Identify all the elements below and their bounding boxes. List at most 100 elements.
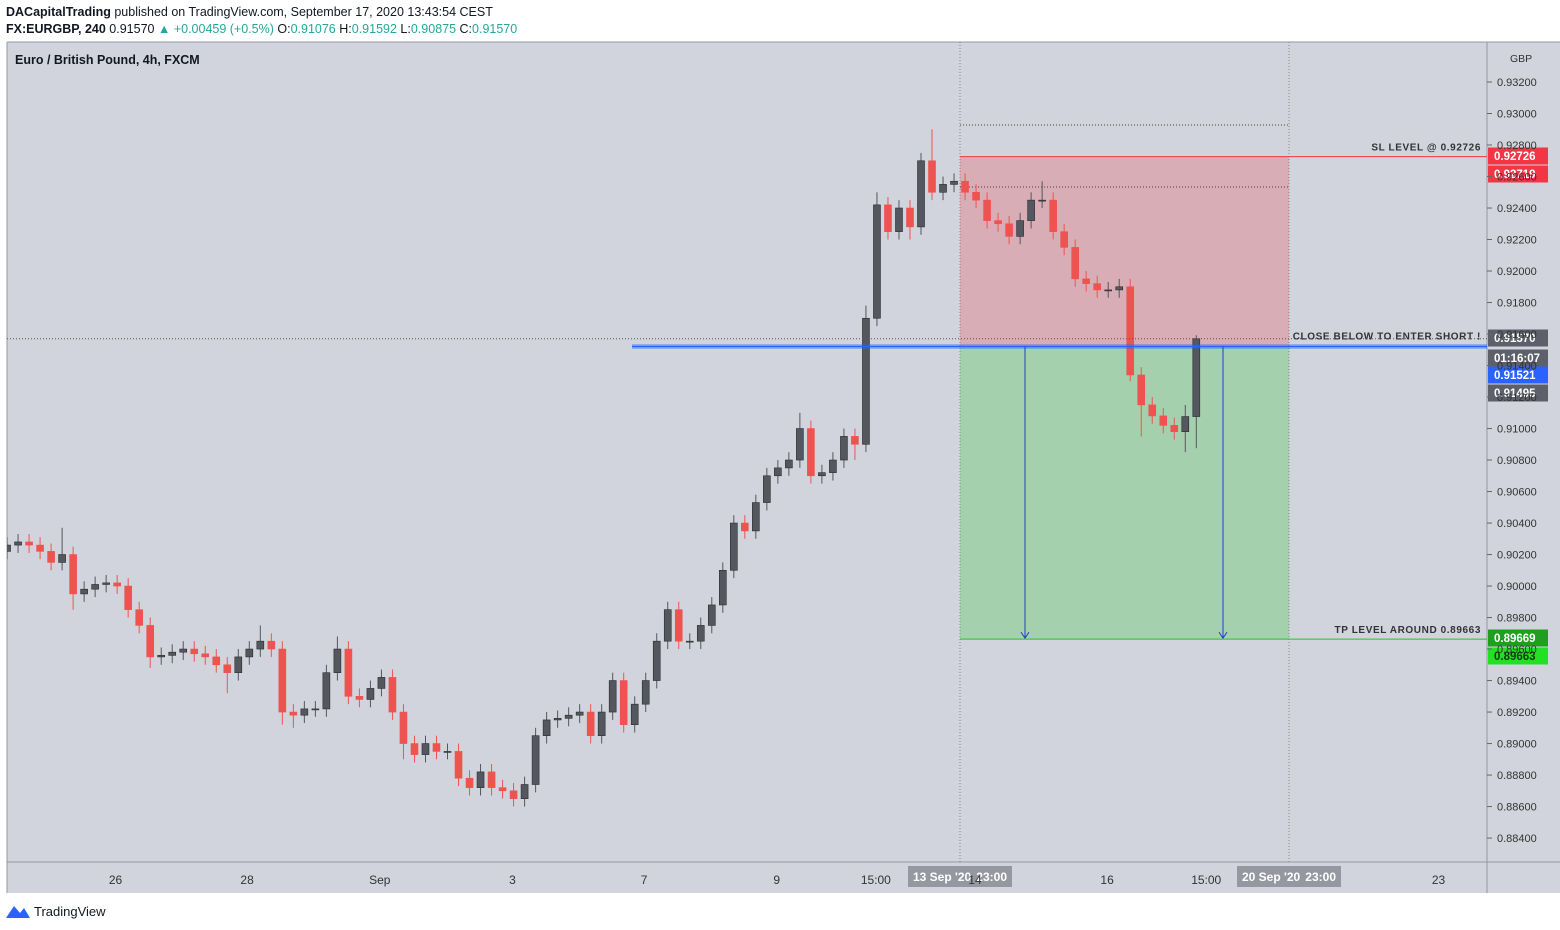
candle-body	[25, 541, 33, 546]
candle-body	[685, 640, 694, 643]
candle-body	[1027, 199, 1035, 221]
candle-body	[36, 544, 44, 552]
x-tick-label: 7	[641, 873, 648, 887]
candle-body	[696, 625, 705, 642]
candle-body	[190, 648, 199, 655]
y-tick-label: 0.91400	[1497, 361, 1537, 373]
x-tick-label: 16	[1100, 873, 1114, 887]
candle-body	[895, 207, 903, 232]
candle-body	[102, 582, 110, 585]
x-tick-label: 23	[1432, 873, 1446, 887]
candle-body	[1148, 404, 1157, 417]
candle-body	[1192, 338, 1201, 417]
candle-body	[752, 502, 760, 532]
candle-body	[509, 790, 518, 799]
y-tick-label: 0.92800	[1497, 140, 1537, 152]
y-tick-label: 0.88400	[1497, 833, 1537, 845]
candle-body	[366, 688, 375, 700]
candle-body	[597, 711, 606, 736]
candle-body	[906, 207, 914, 228]
last: 0.91570	[109, 22, 155, 36]
y-tick-label: 0.91800	[1497, 298, 1537, 310]
price-label-box	[1488, 366, 1548, 384]
currency: GBP	[1510, 53, 1532, 65]
candle-body	[256, 640, 265, 650]
candle-body	[47, 551, 55, 563]
candle-body	[575, 711, 584, 716]
candle-body	[245, 648, 254, 658]
candle-body	[465, 777, 474, 788]
candle-body	[972, 191, 980, 201]
candle-body	[1115, 286, 1124, 291]
candle-body	[476, 771, 485, 788]
ohlc-key: C:	[459, 22, 473, 36]
candle-body	[278, 648, 287, 713]
candle-body	[785, 459, 793, 469]
logo-icon	[6, 906, 30, 918]
candle-body	[223, 664, 232, 673]
candle-body	[311, 708, 320, 711]
logo: TradingView	[6, 904, 106, 919]
candle-body	[212, 656, 221, 666]
candle-body	[1170, 425, 1179, 432]
price-axis	[1487, 42, 1560, 893]
y-tick-label: 0.91200	[1497, 392, 1537, 404]
y-tick-label: 0.89400	[1497, 676, 1537, 688]
candle-body	[267, 640, 276, 650]
chart-title: Euro / British Pound, 4h, FXCM	[15, 53, 200, 67]
candle-body	[322, 672, 331, 710]
candle-body	[80, 588, 88, 595]
y-tick-label: 0.89600	[1497, 644, 1537, 656]
candle-body	[1082, 278, 1090, 284]
y-tick-label: 0.91600	[1497, 329, 1537, 341]
price-label-box	[1488, 147, 1548, 165]
candle-body	[1060, 231, 1068, 248]
ohlc-value: 0.90875	[410, 22, 457, 36]
candle-body	[300, 708, 309, 716]
candle-body	[818, 472, 826, 477]
candle-body	[619, 680, 628, 725]
candle-body	[520, 784, 529, 799]
candle-body	[201, 653, 210, 658]
candle-body	[454, 751, 463, 779]
candle-body	[1005, 223, 1013, 237]
published: published on TradingView.com, September …	[114, 5, 493, 19]
price-label-box	[1488, 629, 1548, 647]
candle-body	[289, 711, 298, 716]
candle-body	[730, 522, 738, 571]
y-tick-label: 0.93000	[1497, 109, 1537, 121]
publisher: DACapitalTrading	[6, 5, 111, 19]
candle-body	[377, 677, 386, 689]
candle-body	[950, 180, 958, 185]
candle-body	[14, 541, 22, 546]
candle-body	[917, 160, 925, 228]
candle-body	[774, 467, 782, 477]
candle-body	[344, 648, 353, 697]
price-label: 0.89663	[1494, 651, 1536, 663]
price-label: 01:16:07	[1494, 353, 1540, 365]
candle-body	[179, 648, 188, 653]
ohlc-key: H:	[339, 22, 352, 36]
x-tick-label: 26	[109, 873, 123, 887]
candle-body	[399, 711, 408, 744]
candle-body	[1038, 199, 1046, 202]
candle-body	[498, 787, 507, 792]
y-tick-label: 0.90800	[1497, 455, 1537, 467]
candle-body	[1049, 199, 1057, 232]
candle-body	[421, 743, 430, 755]
y-tick-label: 0.90400	[1497, 518, 1537, 530]
candle-body	[333, 648, 342, 673]
candle-body	[862, 317, 870, 445]
candle-body	[487, 771, 496, 788]
candle-body	[355, 695, 364, 700]
y-tick-label: 0.93200	[1497, 77, 1537, 89]
candle-body	[1181, 416, 1190, 432]
price-label: 0.92719	[1494, 169, 1536, 181]
time-label-box	[1237, 866, 1341, 887]
footer	[0, 893, 1560, 930]
candle-body	[146, 625, 154, 658]
time-label-time: 23:00	[976, 870, 1007, 884]
candle-body	[641, 680, 650, 705]
arrow-head	[1020, 631, 1030, 640]
y-tick-label: 0.89800	[1497, 613, 1537, 625]
